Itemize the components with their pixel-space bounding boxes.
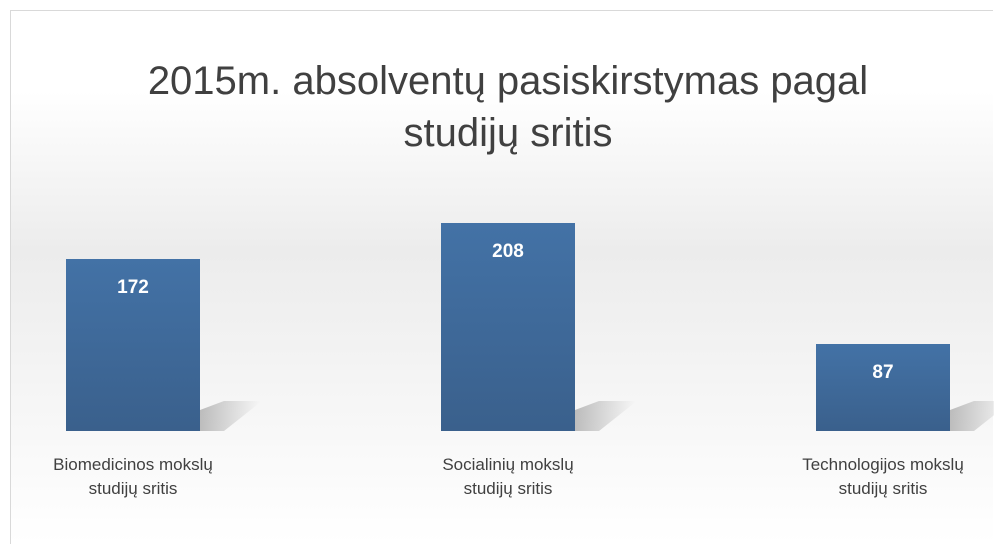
data-label: 87 [872, 362, 894, 383]
chart-title: 2015m. absolventų pasiskirstymas pagal s… [147, 59, 869, 155]
bar-shadow [950, 401, 994, 431]
bar-shadow [200, 401, 260, 431]
bar [441, 223, 575, 431]
bar [816, 344, 950, 431]
data-label: 172 [117, 277, 149, 298]
bar [66, 259, 200, 431]
x-tick-label: Technologijos mokslų studijų sritis [802, 455, 964, 498]
x-tick-label: Socialinių mokslų studijų sritis [442, 455, 574, 498]
chart: 2015m. absolventų pasiskirstymas pagal s… [10, 10, 994, 544]
x-tick-label: Biomedicinos mokslų studijų sritis [53, 455, 213, 498]
data-label: 208 [492, 241, 524, 262]
bar-shadow [575, 401, 635, 431]
